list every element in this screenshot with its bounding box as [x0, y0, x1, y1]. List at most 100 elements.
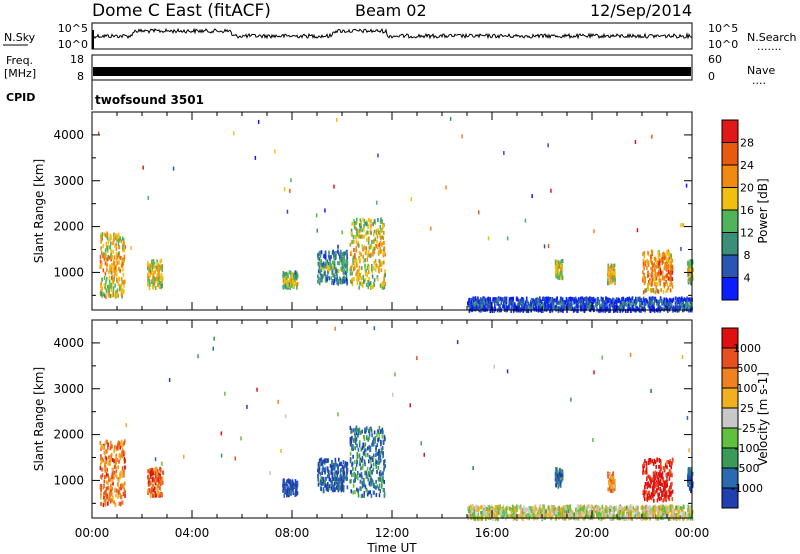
echo-cell: [101, 475, 103, 480]
echo-cell: [511, 303, 514, 307]
echo-cell: [583, 303, 585, 308]
echo-cell: [589, 296, 591, 301]
echo-cell: [578, 504, 580, 509]
echo-cell: [653, 282, 656, 287]
echo-cell: [659, 305, 662, 310]
echo-cell: [648, 508, 650, 513]
echo-cell: [107, 446, 109, 451]
echo-cell: [107, 475, 110, 480]
echo-cell: [148, 279, 151, 283]
echo-cell: [351, 240, 353, 245]
echo-cell: [570, 297, 572, 302]
echo-cell: [565, 510, 568, 514]
echo-cell: [147, 469, 149, 474]
echo-cell: [651, 277, 653, 282]
echo-cell: [491, 508, 494, 513]
echo-cell: [567, 305, 569, 310]
echo-cell: [345, 462, 348, 467]
echo-cell: [160, 258, 163, 263]
echo-cell: [651, 271, 653, 276]
echo-cell: [317, 468, 319, 473]
echo-cell: [329, 463, 332, 468]
echo-cell: [356, 455, 359, 459]
echo-cell: [375, 493, 378, 497]
echo-cell: [354, 434, 357, 439]
echo-cell: [367, 270, 370, 274]
echo-cell: [333, 261, 336, 266]
echo-cell: [560, 307, 563, 312]
echo-cell: [567, 513, 570, 518]
echo-cell: [115, 247, 118, 251]
echo-cell: [533, 511, 536, 516]
echo-cell: [359, 281, 361, 286]
echo-cell: [114, 236, 117, 241]
echo-cell: [334, 470, 337, 475]
echo-cell: [518, 514, 520, 519]
echo-cell: [613, 304, 615, 309]
echo-cell: [512, 300, 515, 305]
echo-cell: [658, 307, 661, 311]
echo-cell: [102, 445, 105, 450]
echo-cell: [285, 279, 287, 284]
echo-cell: [550, 299, 552, 303]
echo-cell: [343, 268, 345, 273]
echo-cell: [651, 287, 654, 292]
echo-cell: [282, 279, 285, 283]
echo-cell: [160, 476, 163, 481]
echo-cell: [291, 486, 293, 491]
echo-cell: [111, 498, 113, 502]
echo-cell: [362, 254, 364, 259]
echo-cell: [104, 498, 106, 503]
echo-cell: [516, 296, 518, 301]
echo-cell: [369, 474, 372, 479]
echo-cell: [290, 483, 293, 488]
echo-cell: [381, 446, 384, 451]
echo-cell: [654, 298, 656, 303]
echo-cell: [123, 283, 125, 288]
echo-cell: [632, 509, 635, 514]
echo-cell: [509, 507, 511, 511]
echo-cell: [112, 290, 115, 294]
echo-cell: [335, 470, 338, 475]
echo-cell: [356, 220, 358, 225]
echo-cell: [551, 297, 553, 302]
echo-cell: [615, 505, 618, 510]
echo-cell: [334, 270, 337, 274]
echo-cell: [370, 493, 373, 498]
echo-cell: [156, 484, 159, 489]
echo-cell: [122, 257, 124, 262]
echo-cell: [377, 217, 379, 222]
echo-cell: [107, 485, 110, 490]
echo-cell: [687, 303, 689, 308]
echo-cell: [357, 431, 360, 436]
echo-cell: [636, 299, 638, 304]
echo-cell: [615, 305, 617, 309]
echo-cell: [480, 505, 482, 510]
echo-cell: [518, 504, 520, 509]
echo-cell: [671, 267, 674, 272]
echo-cell: [642, 252, 644, 257]
echo-cell: [658, 497, 661, 501]
echo-cell: [624, 514, 626, 519]
echo-cell: [581, 510, 583, 515]
echo-cell: [634, 308, 637, 313]
echo-cell: [571, 510, 574, 514]
echo-cell: [481, 504, 483, 509]
echo-cell: [612, 511, 615, 516]
echo-cell: [670, 504, 672, 509]
echo-cell: [606, 508, 608, 513]
echo-cell: [659, 511, 662, 516]
echo-cell: [379, 477, 382, 482]
echo-cell: [289, 286, 291, 290]
echo-cell: [647, 474, 650, 479]
echo-cell: [638, 305, 641, 310]
echo-cell: [119, 456, 122, 461]
echo-cell: [358, 276, 361, 281]
echo-cell: [668, 504, 671, 509]
echo-cell: [158, 280, 160, 285]
echo-cell: [609, 516, 612, 521]
echo-cell: [349, 271, 352, 276]
echo-cell: [549, 510, 551, 514]
echo-cell: [501, 506, 504, 511]
